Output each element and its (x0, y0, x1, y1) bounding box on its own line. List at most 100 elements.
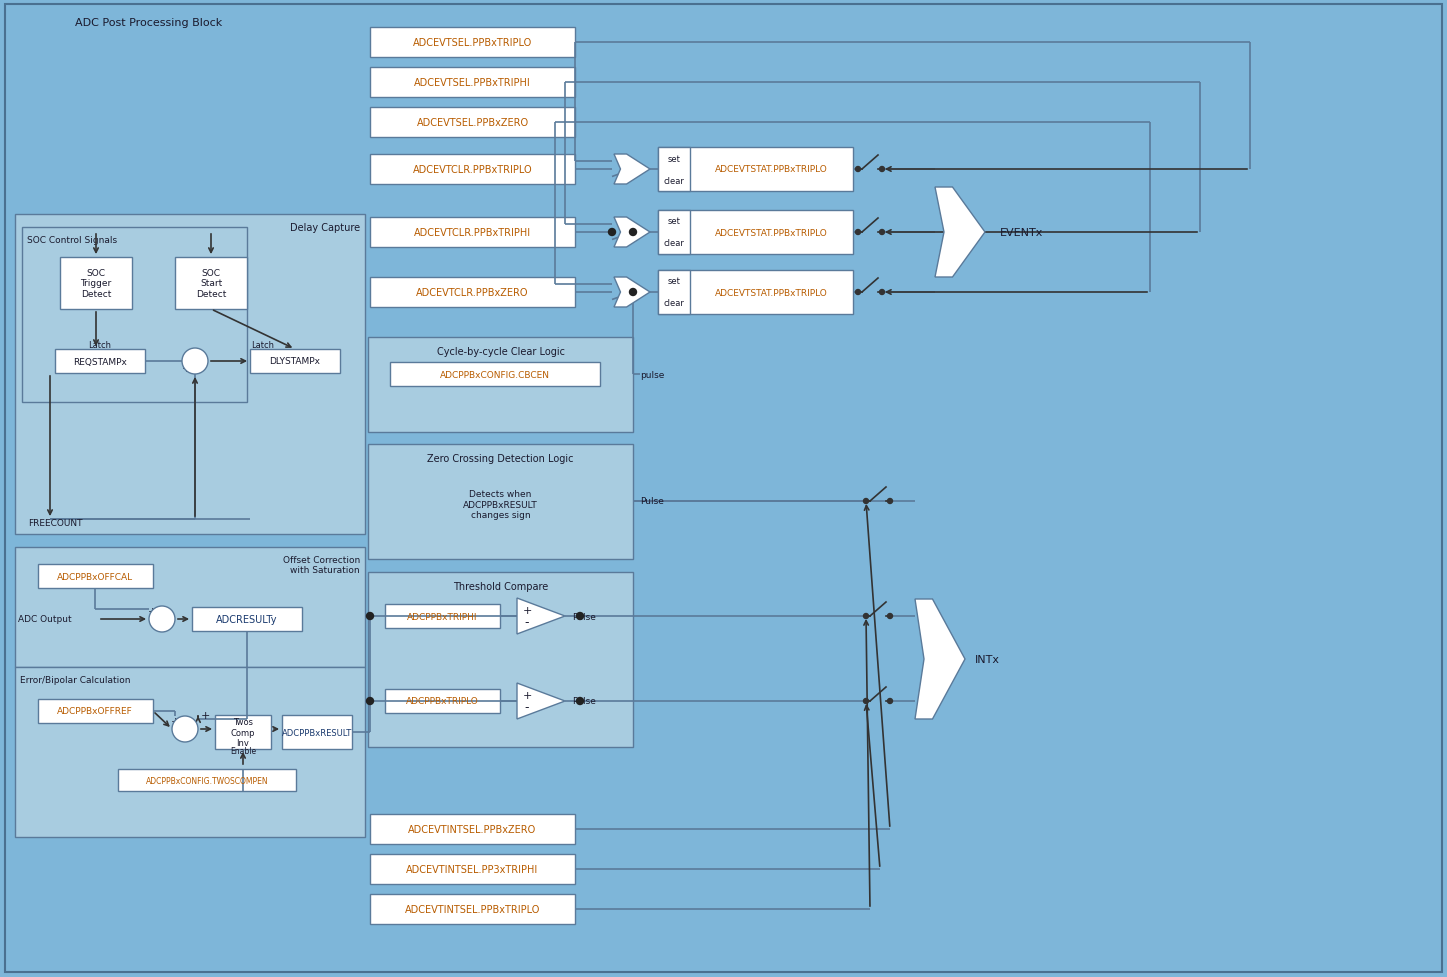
Text: ADCPPBxOFFCAL: ADCPPBxOFFCAL (56, 572, 133, 581)
Polygon shape (614, 277, 650, 308)
Circle shape (366, 613, 373, 619)
Text: Enable: Enable (230, 746, 256, 756)
Bar (368, 573, 632, 747)
Text: pulse: pulse (640, 370, 664, 379)
Bar (368, 445, 632, 560)
Text: ADCEVTCLR.PPBxTRIPHI: ADCEVTCLR.PPBxTRIPHI (414, 228, 531, 237)
Text: Zero Crossing Detection Logic: Zero Crossing Detection Logic (427, 453, 574, 463)
Text: Offset Correction
with Saturation: Offset Correction with Saturation (282, 556, 360, 574)
Text: ADCEVTINTSEL.PPBxZERO: ADCEVTINTSEL.PPBxZERO (408, 825, 537, 834)
Circle shape (855, 290, 861, 295)
Polygon shape (517, 683, 564, 719)
Bar (385, 605, 501, 628)
Text: ADCEVTSTAT.PPBxTRIPLO: ADCEVTSTAT.PPBxTRIPLO (715, 165, 828, 174)
Circle shape (887, 499, 893, 504)
Bar (370, 854, 574, 884)
Text: Latch: Latch (88, 340, 111, 349)
Text: -: - (182, 348, 187, 361)
Text: Pulse: Pulse (572, 612, 596, 620)
Polygon shape (915, 599, 965, 719)
Text: ADCEVTCLR.PPBxTRIPLO: ADCEVTCLR.PPBxTRIPLO (412, 165, 532, 175)
Bar (175, 258, 247, 310)
Bar (38, 700, 153, 723)
Text: ADCEVTSEL.PPBxZERO: ADCEVTSEL.PPBxZERO (417, 118, 528, 128)
Text: ADCEVTSEL.PPBxTRIPLO: ADCEVTSEL.PPBxTRIPLO (412, 38, 532, 48)
Bar (192, 608, 302, 631)
Text: +: + (171, 716, 179, 726)
Text: clear: clear (664, 176, 684, 186)
Polygon shape (614, 218, 650, 248)
Circle shape (864, 614, 868, 618)
Text: ADCRESULTy: ADCRESULTy (216, 615, 278, 624)
Circle shape (864, 699, 868, 703)
Text: Detects when
ADCPPBxRESULT
changes sign: Detects when ADCPPBxRESULT changes sign (463, 489, 538, 520)
Bar (370, 68, 574, 98)
Circle shape (864, 499, 868, 504)
Bar (658, 211, 690, 255)
Circle shape (182, 349, 208, 374)
Text: set: set (667, 154, 680, 163)
Circle shape (880, 231, 884, 235)
Bar (368, 338, 632, 433)
Bar (370, 154, 574, 185)
Bar (250, 350, 340, 373)
Circle shape (576, 613, 583, 619)
Bar (658, 148, 690, 191)
Circle shape (880, 167, 884, 172)
Text: set: set (667, 217, 680, 227)
Text: ADC Output: ADC Output (17, 615, 71, 624)
Text: ADCPPBxCONFIG.TWOSCOMPEN: ADCPPBxCONFIG.TWOSCOMPEN (146, 776, 268, 785)
Circle shape (149, 607, 175, 632)
Bar (38, 565, 153, 588)
Circle shape (880, 290, 884, 295)
Text: REQSTAMPx: REQSTAMPx (72, 358, 127, 366)
Circle shape (366, 698, 373, 704)
Text: ADCPPBxTRIPHI: ADCPPBxTRIPHI (407, 612, 478, 620)
Text: ADCEVTINTSEL.PPBxTRIPLO: ADCEVTINTSEL.PPBxTRIPLO (405, 904, 540, 914)
Text: +: + (522, 606, 531, 616)
Bar (658, 271, 852, 315)
Text: Pulse: Pulse (572, 697, 596, 705)
Text: INTx: INTx (975, 655, 1000, 664)
Circle shape (609, 230, 615, 236)
Polygon shape (614, 154, 650, 185)
Text: FREECOUNT: FREECOUNT (27, 519, 82, 528)
Bar (370, 28, 574, 58)
Text: Threshold Compare: Threshold Compare (453, 581, 548, 591)
Circle shape (629, 289, 637, 296)
Text: SOC
Start
Detect: SOC Start Detect (195, 269, 226, 299)
Text: DLYSTAMPx: DLYSTAMPx (269, 358, 320, 366)
Bar (370, 107, 574, 138)
Text: ADCPPBxTRIPLO: ADCPPBxTRIPLO (405, 697, 479, 705)
Text: clear: clear (664, 239, 684, 248)
Bar (658, 211, 852, 255)
Text: ADCPPBxCONFIG.CBCEN: ADCPPBxCONFIG.CBCEN (440, 370, 550, 379)
Text: Σ: Σ (181, 722, 190, 737)
Circle shape (887, 614, 893, 618)
Text: ADCEVTCLR.PPBxZERO: ADCEVTCLR.PPBxZERO (417, 287, 528, 298)
Text: -: - (525, 616, 530, 629)
Bar (59, 258, 132, 310)
Text: +: + (200, 710, 210, 720)
Text: +: + (181, 363, 191, 373)
Bar (282, 715, 352, 749)
Bar (119, 769, 297, 791)
Text: +: + (148, 607, 156, 616)
Text: Σ: Σ (191, 355, 200, 368)
Bar (658, 148, 852, 191)
Bar (370, 814, 574, 844)
Circle shape (629, 230, 637, 236)
Text: set: set (667, 277, 680, 286)
Bar (370, 218, 574, 248)
Text: ADCEVTSTAT.PPBxTRIPLO: ADCEVTSTAT.PPBxTRIPLO (715, 288, 828, 297)
Text: Cycle-by-cycle Clear Logic: Cycle-by-cycle Clear Logic (437, 347, 564, 357)
Text: Delay Capture: Delay Capture (289, 223, 360, 233)
Text: Error/Bipolar Calculation: Error/Bipolar Calculation (20, 675, 130, 684)
Text: ADCEVTSEL.PPBxTRIPHI: ADCEVTSEL.PPBxTRIPHI (414, 78, 531, 88)
Polygon shape (935, 188, 985, 277)
Text: ADCPPBxOFFREF: ADCPPBxOFFREF (56, 706, 133, 716)
Text: EVENTx: EVENTx (1000, 228, 1043, 237)
Bar (14, 667, 365, 837)
Bar (658, 271, 690, 315)
Bar (370, 277, 574, 308)
